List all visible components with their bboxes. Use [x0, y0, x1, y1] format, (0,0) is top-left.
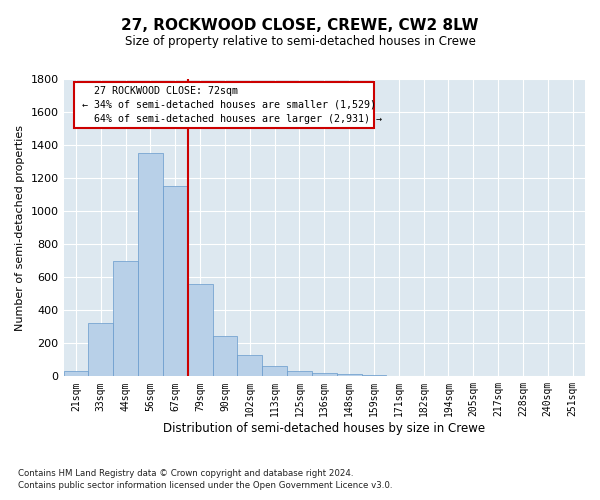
Text: Size of property relative to semi-detached houses in Crewe: Size of property relative to semi-detach…: [125, 35, 475, 48]
Bar: [238, 355, 262, 376]
Text: Contains HM Land Registry data © Crown copyright and database right 2024.: Contains HM Land Registry data © Crown c…: [18, 468, 353, 477]
Bar: [64, 372, 88, 376]
Bar: [362, 375, 386, 376]
Text: Contains public sector information licensed under the Open Government Licence v3: Contains public sector information licen…: [18, 481, 392, 490]
Bar: [163, 186, 188, 376]
Text: 27 ROCKWOOD CLOSE: 72sqm
← 34% of semi-detached houses are smaller (1,529)
  64%: 27 ROCKWOOD CLOSE: 72sqm ← 34% of semi-d…: [82, 86, 382, 124]
Bar: [113, 260, 138, 376]
Bar: [262, 366, 287, 376]
Bar: [88, 324, 113, 376]
Bar: [138, 154, 163, 376]
Bar: [312, 373, 337, 376]
Bar: [188, 284, 212, 376]
FancyBboxPatch shape: [74, 82, 374, 128]
X-axis label: Distribution of semi-detached houses by size in Crewe: Distribution of semi-detached houses by …: [163, 422, 485, 435]
Text: 27, ROCKWOOD CLOSE, CREWE, CW2 8LW: 27, ROCKWOOD CLOSE, CREWE, CW2 8LW: [121, 18, 479, 32]
Bar: [337, 374, 362, 376]
Bar: [287, 372, 312, 376]
Y-axis label: Number of semi-detached properties: Number of semi-detached properties: [15, 124, 25, 330]
Bar: [212, 336, 238, 376]
